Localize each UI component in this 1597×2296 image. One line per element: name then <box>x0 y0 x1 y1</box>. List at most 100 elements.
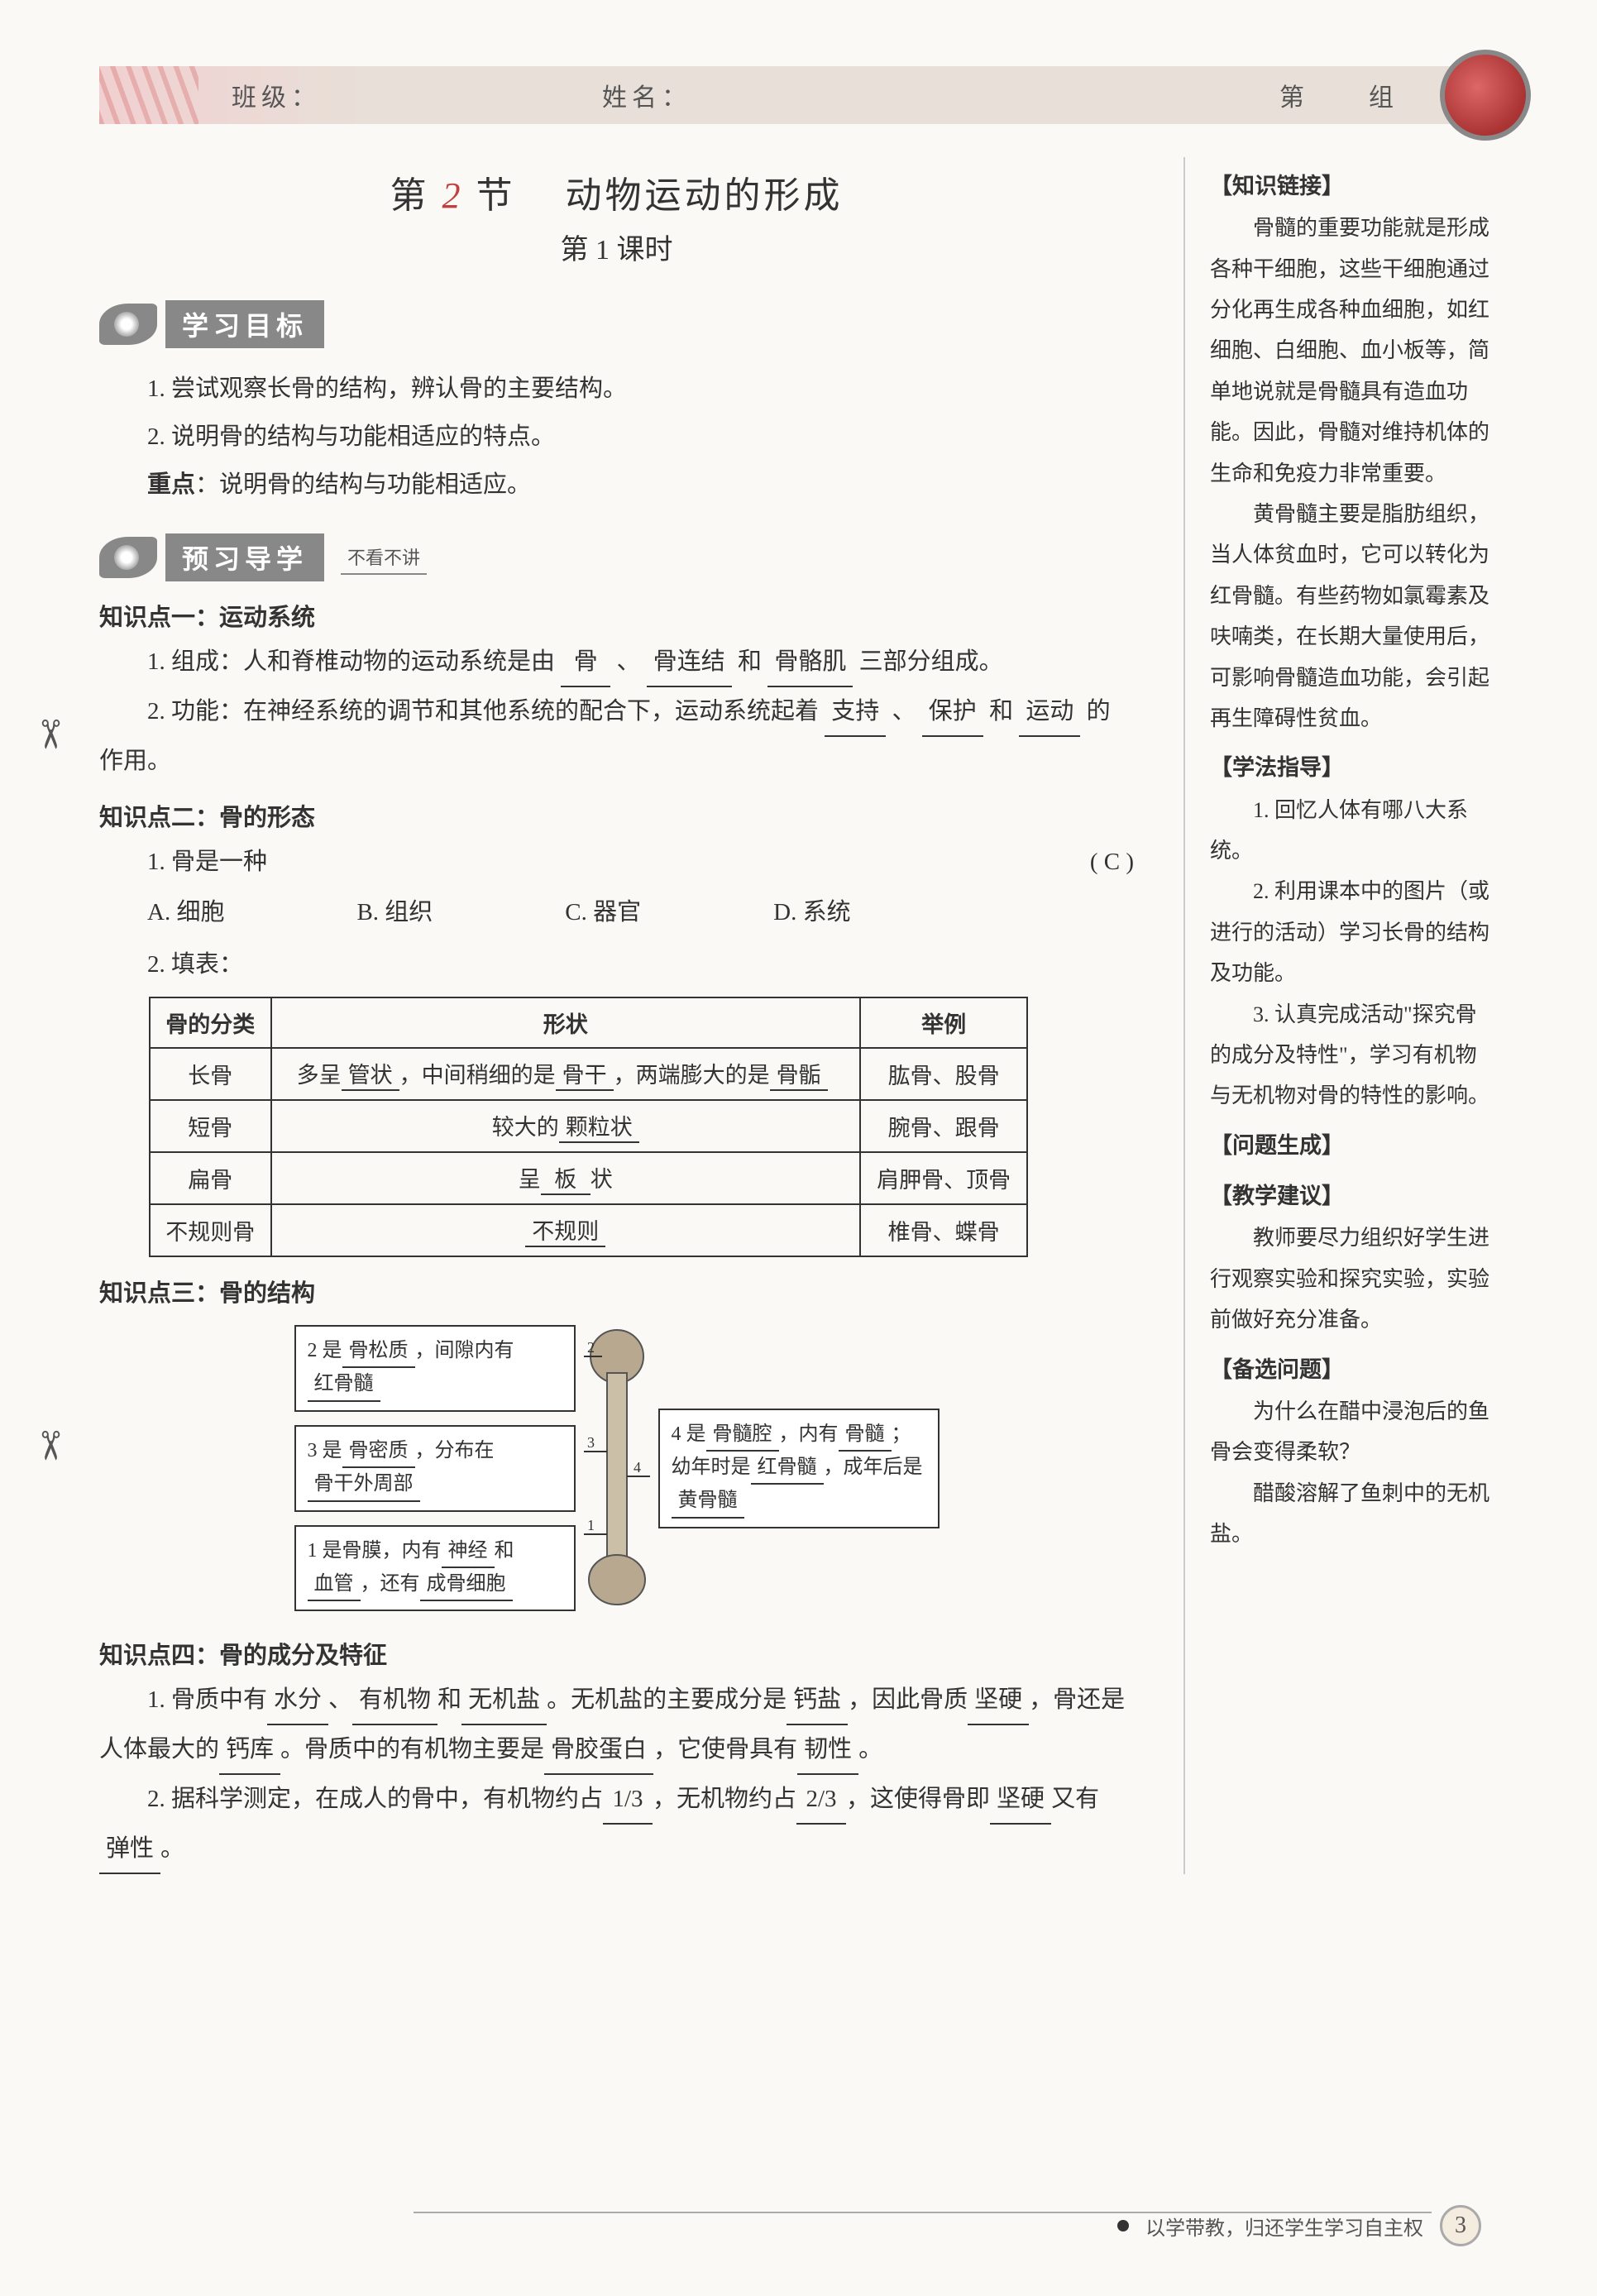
title-number: 2 <box>442 175 464 216</box>
cell-example: 椎骨、蝶骨 <box>860 1204 1027 1256</box>
text-run: ，中间稍细的是 <box>399 1063 556 1088</box>
option-c: C. 器官 <box>565 892 641 927</box>
sidebar-h-teaching: 【教学建议】 <box>1210 1175 1498 1217</box>
text-run: ，间隙内有 <box>415 1340 514 1361</box>
preview-label: 预习导学 <box>165 533 324 581</box>
fill-blank: 颗粒状 <box>559 1109 639 1143</box>
cell-category: 长骨 <box>150 1048 271 1100</box>
sidebar: 【知识链接】 骨髓的重要功能就是形成各种干细胞，这些干细胞通过分化再生成各种血细… <box>1183 157 1498 1874</box>
mc-answer: ( C ) <box>1042 838 1134 886</box>
text-run: 和 <box>438 1686 461 1713</box>
fill-blank: 1/3 <box>603 1775 653 1825</box>
sidebar-text: 为什么在醋中浸泡后的鱼骨会变得柔软？ <box>1210 1391 1498 1473</box>
fill-blank: 韧性 <box>797 1725 858 1775</box>
text-run: 多呈 <box>297 1063 342 1088</box>
diagram-left-labels: 2 是骨松质，间隙内有红骨髓 3 是骨密质，分布在骨干外周部 1 是骨膜，内有神… <box>294 1325 576 1611</box>
fill-blank: 支持 <box>825 687 886 737</box>
fill-blank: 骨松质 <box>342 1335 415 1368</box>
goal-item: 2. 说明骨的结构与功能相适应的特点。 <box>99 413 1134 461</box>
cell-shape: 较大的颗粒状 <box>271 1100 860 1152</box>
fill-blank: 骨骼肌 <box>767 638 853 687</box>
fill-blank: 钙库 <box>219 1725 280 1775</box>
sidebar-h-question: 【问题生成】 <box>1210 1125 1498 1167</box>
scissors-icon: ✂ <box>26 1429 73 1462</box>
bone-structure-diagram: 2 是骨松质，间隙内有红骨髓 3 是骨密质，分布在骨干外周部 1 是骨膜，内有神… <box>99 1325 1134 1611</box>
fill-blank: 坚硬 <box>968 1676 1029 1725</box>
text-run: 4 是 <box>672 1423 706 1445</box>
sidebar-h-method: 【学法指导】 <box>1210 747 1498 789</box>
main-content: 第 2 节 动物运动的形成 第 1 课时 学习目标 1. 尝试观察长骨的结构，辨… <box>99 157 1150 1874</box>
fill-blank: 有机物 <box>352 1676 438 1725</box>
kp1-p1: 1. 组成：人和脊椎动物的运动系统是由 骨 、 骨连结 和 骨骼肌 三部分组成。 <box>99 638 1134 687</box>
fill-blank: 骨干 <box>556 1057 614 1091</box>
sidebar-h-optional: 【备选问题】 <box>1210 1349 1498 1391</box>
text-run: 又有 <box>1051 1786 1099 1812</box>
text-run: ，无机物约占 <box>653 1786 796 1812</box>
text-run: ，成年后是 <box>824 1457 923 1478</box>
class-label: 班级： <box>232 77 321 113</box>
header-bar: 班级： 姓名： 第 组 <box>99 66 1498 124</box>
fill-blank: 坚硬 <box>990 1775 1051 1825</box>
text-run: 和 <box>989 698 1013 725</box>
swirl-icon <box>99 304 157 345</box>
goal-emphasis: 重点：说明骨的结构与功能相适应。 <box>99 461 1134 509</box>
fill-blank: 骨骺 <box>770 1057 828 1091</box>
scissors-icon: ✂ <box>26 718 73 751</box>
sidebar-h-knowledge: 【知识链接】 <box>1210 165 1498 208</box>
emphasis-text: ：说明骨的结构与功能相适应。 <box>195 471 531 498</box>
fill-blank: 无机盐 <box>461 1676 547 1725</box>
th-category: 骨的分类 <box>150 997 271 1048</box>
bullet-icon <box>1117 2220 1129 2231</box>
fill-blank: 骨髓腔 <box>706 1418 779 1452</box>
text-run: 、 <box>892 698 916 725</box>
text-run: 、 <box>617 648 641 675</box>
table-row: 不规则骨 不规则 椎骨、蝶骨 <box>150 1204 1027 1256</box>
text-run: ，分布在 <box>415 1440 495 1461</box>
th-shape: 形状 <box>271 997 860 1048</box>
fill-blank: 血管 <box>308 1568 361 1601</box>
text-run: 。 <box>858 1736 882 1763</box>
text-run: 较大的 <box>492 1115 559 1140</box>
preview-badge: 预习导学 不看不讲 <box>99 533 1134 581</box>
kp2-heading: 知识点二：骨的形态 <box>99 798 1134 833</box>
th-example: 举例 <box>860 997 1027 1048</box>
text-run: 。 <box>160 1835 184 1862</box>
text-run: ，两端膨大的是 <box>614 1063 770 1088</box>
emphasis-label: 重点 <box>147 471 195 498</box>
cell-example: 肩胛骨、顶骨 <box>860 1152 1027 1204</box>
sidebar-text: 教师要尽力组织好学生进行观察实验和探究实验，实验前做好充分准备。 <box>1210 1217 1498 1340</box>
mascot-icon <box>1440 50 1531 141</box>
preview-sublabel: 不看不讲 <box>341 540 427 575</box>
group-label: 第 组 <box>1279 77 1399 113</box>
cell-shape: 呈板状 <box>271 1152 860 1204</box>
text-run: 呈 <box>519 1167 541 1192</box>
svg-text:1: 1 <box>587 1517 595 1533</box>
table-row: 短骨 较大的颗粒状 腕骨、跟骨 <box>150 1100 1027 1152</box>
goal-item: 1. 尝试观察长骨的结构，辨认骨的主要结构。 <box>99 365 1134 413</box>
kp2-q1: 1. 骨是一种 ( C ) <box>99 838 1134 886</box>
fill-blank: 2/3 <box>796 1775 846 1825</box>
fill-blank: 成骨细胞 <box>420 1568 513 1601</box>
text-run: 、 <box>328 1686 352 1713</box>
kp4-p1: 1. 骨质中有水分、有机物和无机盐。无机盐的主要成分是钙盐，因此骨质坚硬，骨还是… <box>99 1676 1134 1775</box>
fill-blank: 运动 <box>1019 687 1080 737</box>
text-run: 和 <box>738 648 762 675</box>
section-title: 第 2 节 动物运动的形成 <box>99 165 1134 218</box>
table-row: 扁骨 呈板状 肩胛骨、顶骨 <box>150 1152 1027 1204</box>
name-label: 姓名： <box>602 77 691 113</box>
fill-blank: 黄骨髓 <box>672 1485 744 1518</box>
title-suffix: 节 <box>476 175 516 216</box>
text-run: 状 <box>591 1167 613 1192</box>
page-footer: 以学带教，归还学生学习自主权 3 <box>1117 2205 1481 2246</box>
option-d: D. 系统 <box>773 892 850 927</box>
diagram-label-3: 3 是骨密质，分布在骨干外周部 <box>294 1425 576 1512</box>
text-run: 三部分组成。 <box>859 648 1003 675</box>
cell-shape: 不规则 <box>271 1204 860 1256</box>
title-name: 动物运动的形成 <box>566 175 844 216</box>
kp2-fill-label: 2. 填表： <box>99 940 1134 988</box>
svg-text:3: 3 <box>587 1434 595 1451</box>
cell-shape: 多呈管状，中间稍细的是骨干，两端膨大的是骨骺 <box>271 1048 860 1100</box>
cell-category: 扁骨 <box>150 1152 271 1204</box>
cell-example: 肱骨、股骨 <box>860 1048 1027 1100</box>
text-run: ，因此骨质 <box>848 1686 968 1713</box>
